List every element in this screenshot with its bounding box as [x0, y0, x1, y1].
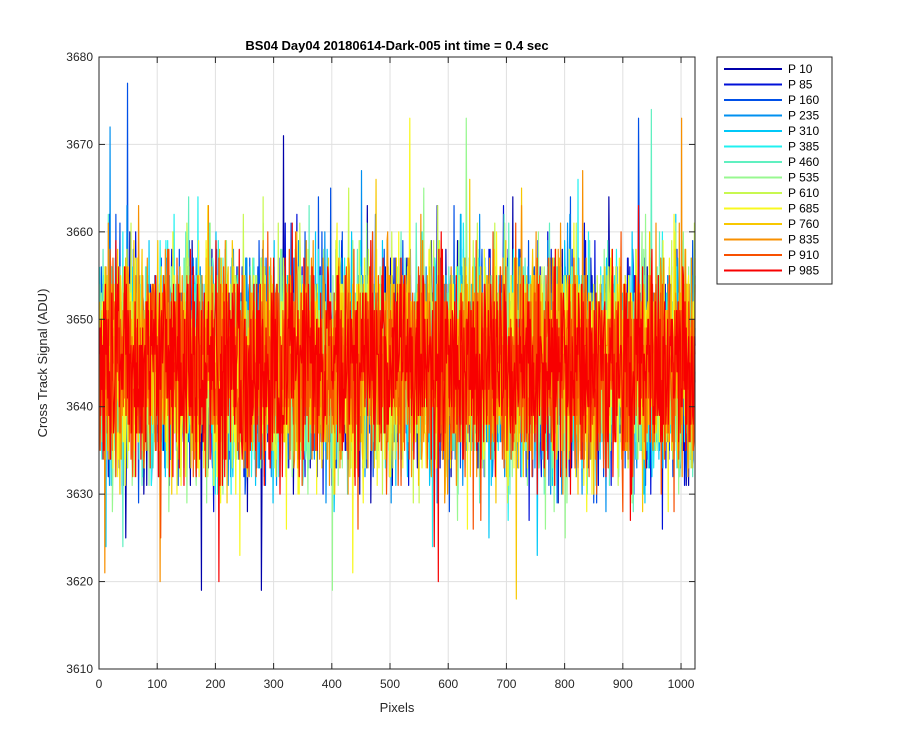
legend-box — [716, 56, 833, 285]
y-tick-label: 3640 — [66, 400, 93, 414]
y-axis-label: Cross Track Signal (ADU) — [35, 289, 50, 438]
chart-title: BS04 Day04 20180614-Dark-005 int time = … — [245, 38, 548, 53]
y-tick-label: 3660 — [66, 225, 93, 239]
legend-label: P 235 — [788, 109, 819, 123]
legend-label: P 685 — [788, 202, 819, 216]
y-tick-label: 3650 — [66, 312, 93, 326]
y-tick-label: 3630 — [66, 487, 93, 501]
x-tick-label: 0 — [96, 677, 103, 691]
legend-label: P 385 — [788, 140, 819, 154]
y-tick-label: 3670 — [66, 137, 93, 151]
x-tick-label: 500 — [380, 677, 400, 691]
y-tick-label: 3610 — [66, 662, 93, 676]
axes-box — [98, 56, 696, 670]
x-tick-label: 300 — [264, 677, 284, 691]
legend-label: P 985 — [788, 264, 819, 278]
legend-label: P 85 — [788, 78, 813, 92]
series-line — [98, 205, 696, 583]
x-tick-label: 100 — [147, 677, 167, 691]
legend-label: P 535 — [788, 171, 819, 185]
legend-label: P 835 — [788, 233, 819, 247]
axis-ticks: 0 100 200 300 400 500 600 700 800 900 1000 3610 3620… — [66, 50, 695, 691]
x-tick-label: 400 — [322, 677, 342, 691]
legend-label: P 310 — [788, 124, 819, 138]
x-tick-label: 800 — [555, 677, 575, 691]
x-tick-label: 700 — [496, 677, 516, 691]
plot-lines — [98, 82, 696, 600]
legend-label: P 460 — [788, 155, 819, 169]
x-tick-label: 1000 — [668, 677, 695, 691]
y-tick-label: 3680 — [66, 50, 93, 64]
legend-label: P 610 — [788, 186, 819, 200]
legend-label: P 160 — [788, 93, 819, 107]
legend-label: P 760 — [788, 217, 819, 231]
y-tick-label: 3620 — [66, 575, 93, 589]
x-tick-label: 600 — [438, 677, 458, 691]
x-tick-label: 200 — [205, 677, 225, 691]
legend-label: P 910 — [788, 248, 819, 262]
legend-label: P 10 — [788, 62, 813, 76]
x-tick-label: 900 — [613, 677, 633, 691]
x-axis-label: Pixels — [380, 700, 415, 715]
